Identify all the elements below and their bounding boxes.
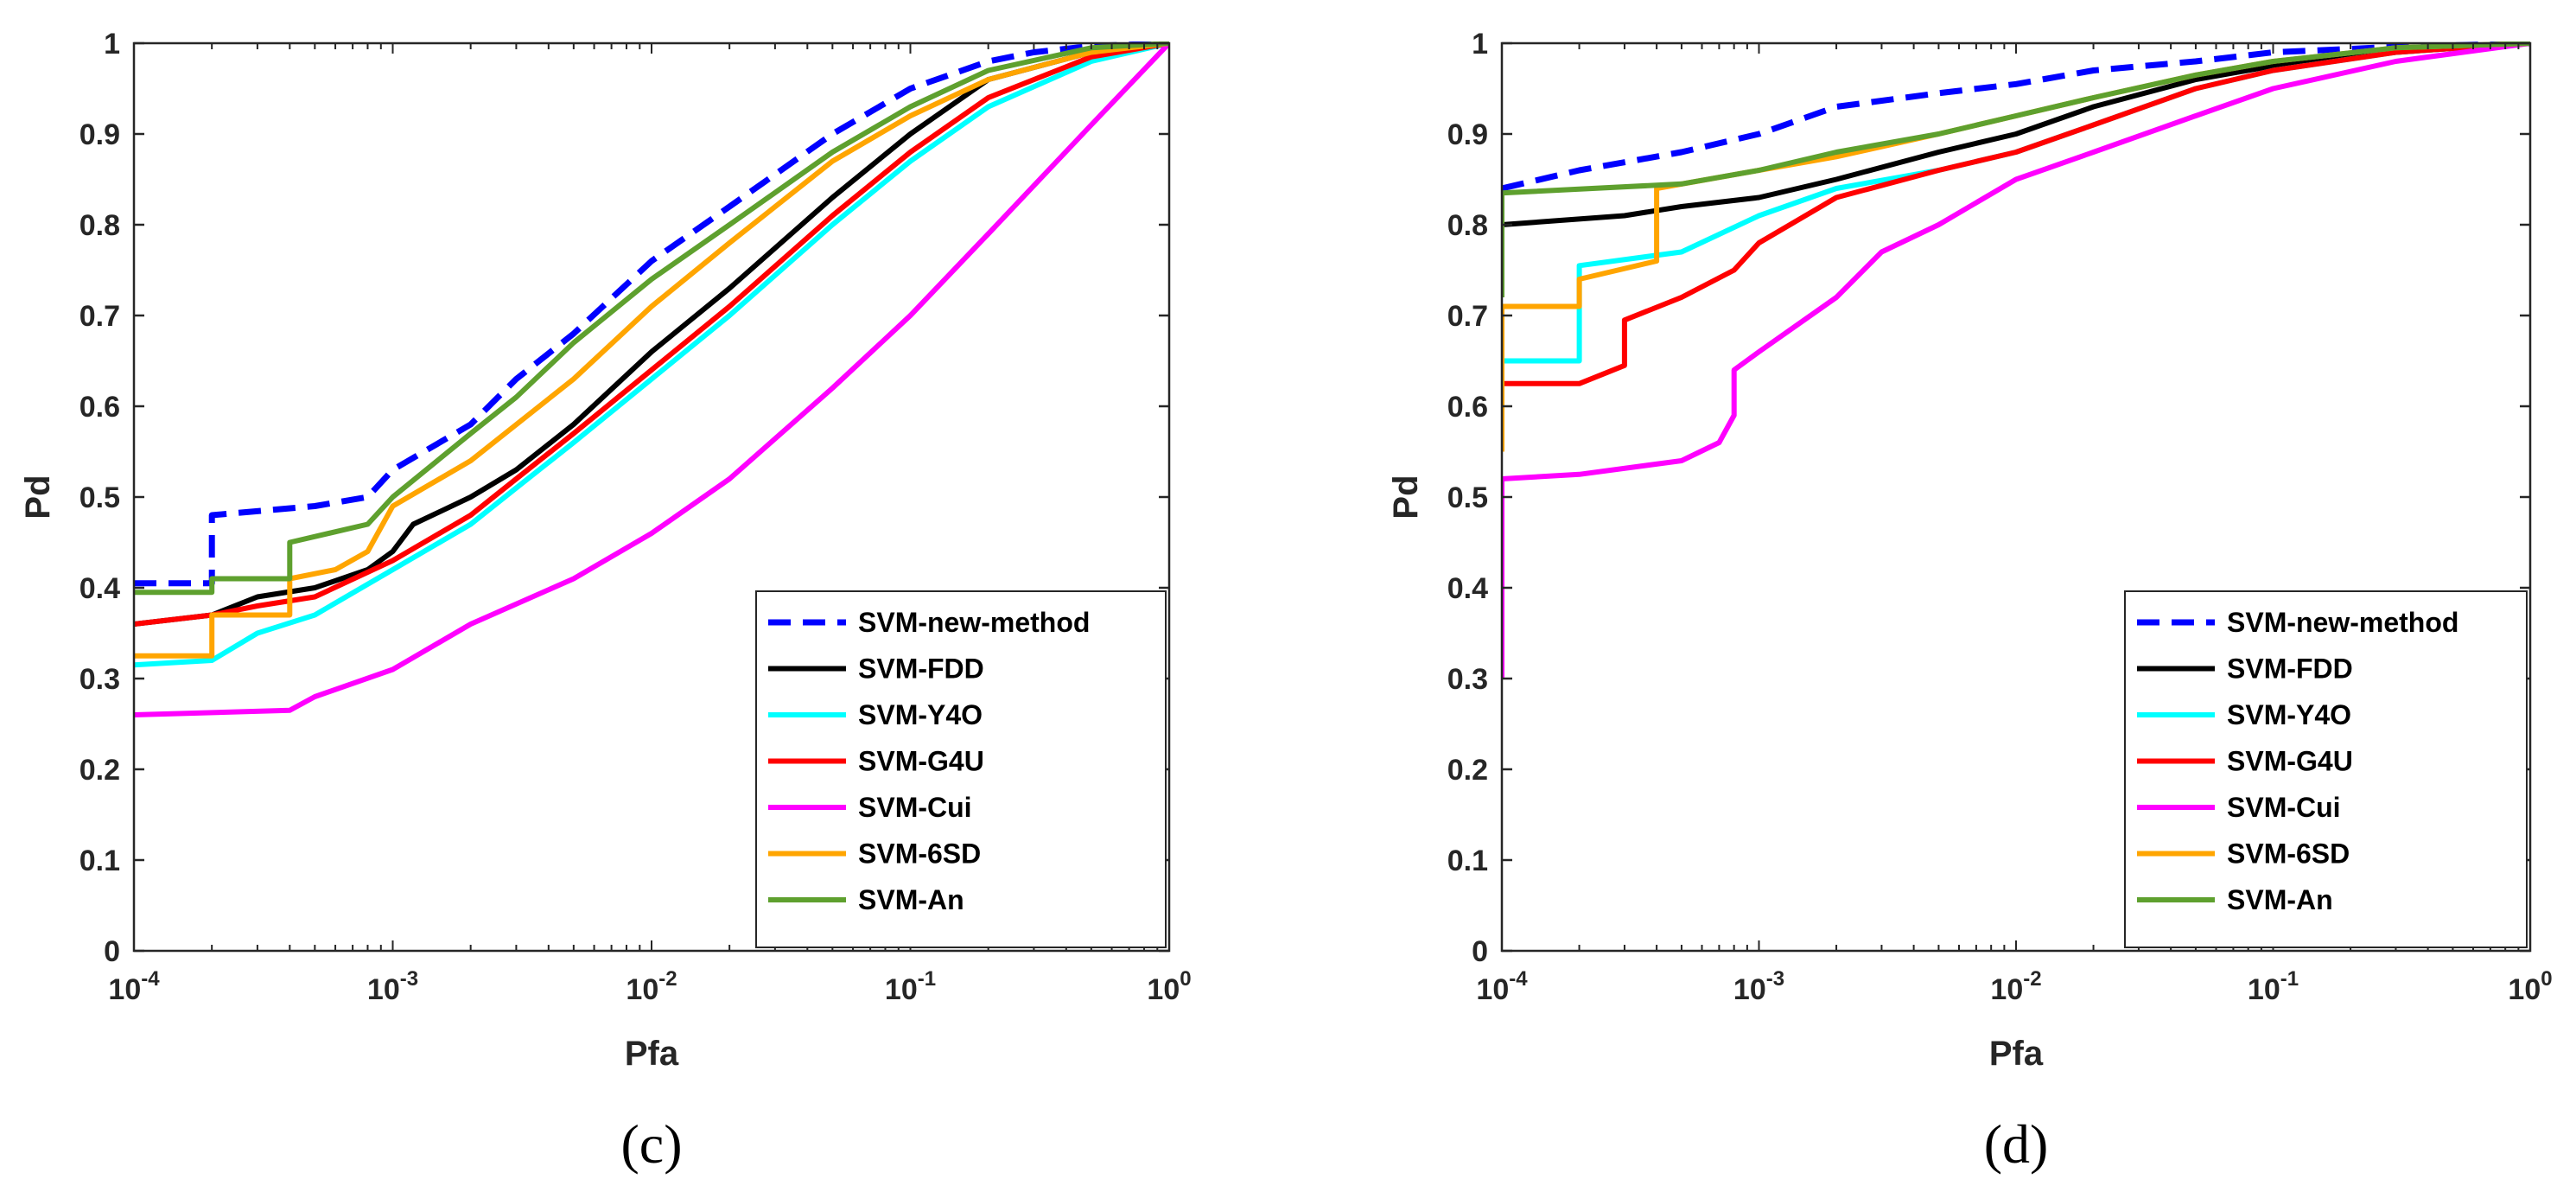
panel-caption: (c) xyxy=(620,1113,682,1175)
series-line-svm-fdd xyxy=(134,41,1169,627)
y-tick-label: 0 xyxy=(1472,935,1488,968)
y-tick-label: 0.5 xyxy=(1447,481,1488,514)
legend: SVM-new-method SVM-FDD SVM-Y4O SVM-G4U SVM-C… xyxy=(2124,590,2528,948)
legend-label: SVM-Y4O xyxy=(858,699,983,730)
x-tick-base: 10 xyxy=(1147,973,1180,1006)
legend-label: SVM-Cui xyxy=(2227,792,2341,823)
x-tick-exponent: -3 xyxy=(1766,967,1784,991)
x-tick-label: 10-2 xyxy=(1990,967,2041,1006)
x-tick-exponent: -2 xyxy=(2023,967,2041,991)
legend-label: SVM-Y4O xyxy=(2227,699,2351,730)
x-tick-label: 10-1 xyxy=(2248,967,2299,1006)
x-tick-exponent: -4 xyxy=(1509,967,1528,991)
series-line-svm-6sd xyxy=(134,41,1169,659)
y-tick-label: 0.2 xyxy=(1447,754,1488,787)
y-tick-label: 1 xyxy=(104,28,120,61)
x-tick-base: 10 xyxy=(626,973,658,1006)
x-tick-base: 10 xyxy=(1990,973,2023,1006)
series-line-svm-an xyxy=(134,41,1169,596)
x-tick-base: 10 xyxy=(1476,973,1509,1006)
y-tick-label: 0.1 xyxy=(80,845,120,877)
legend-label: SVM-G4U xyxy=(2227,746,2353,777)
legend-label: SVM-G4U xyxy=(858,746,984,777)
series-line-svm-new-method xyxy=(1502,41,2530,192)
series-line-svm-cui xyxy=(134,41,1169,717)
y-tick-label: 0.6 xyxy=(1447,391,1488,424)
y-axis-label: Pd xyxy=(19,475,57,519)
x-tick-exponent: 0 xyxy=(2541,967,2552,991)
y-tick-label: 0.4 xyxy=(1447,572,1488,605)
panel-caption: (d) xyxy=(1984,1113,2049,1175)
x-tick-label: 10-3 xyxy=(1733,967,1784,1006)
y-tick-label: 0.3 xyxy=(1447,663,1488,696)
x-tick-base: 10 xyxy=(2248,973,2280,1006)
y-tick-label: 0 xyxy=(104,935,120,968)
x-tick-exponent: -1 xyxy=(2280,967,2299,991)
legend-label: SVM-An xyxy=(2227,884,2333,915)
y-tick-label: 0.7 xyxy=(80,300,120,333)
y-tick-label: 0.7 xyxy=(1447,300,1488,333)
legend-label: SVM-An xyxy=(858,884,964,915)
y-tick-label: 0.5 xyxy=(80,481,120,514)
legend-label: SVM-FDD xyxy=(2227,653,2353,685)
x-tick-label: 100 xyxy=(2508,967,2552,1006)
y-tick-label: 0.8 xyxy=(1447,209,1488,242)
x-tick-label: 10-3 xyxy=(367,967,418,1006)
series-line-svm-g4u xyxy=(134,41,1169,627)
y-tick-label: 0.4 xyxy=(80,572,120,605)
y-tick-label: 0.2 xyxy=(80,754,120,787)
x-tick-exponent: -2 xyxy=(658,967,677,991)
y-axis-label: Pd xyxy=(1387,475,1425,519)
x-tick-label: 100 xyxy=(1147,967,1191,1006)
x-tick-base: 10 xyxy=(885,973,918,1006)
legend-label: SVM-FDD xyxy=(858,653,984,685)
x-tick-label: 10-4 xyxy=(1476,967,1528,1006)
x-axis-label: Pfa xyxy=(1989,1035,2044,1073)
legend: SVM-new-method SVM-FDD SVM-Y4O SVM-G4U SVM-C… xyxy=(755,590,1167,948)
legend-box xyxy=(755,590,1167,948)
y-tick-label: 0.6 xyxy=(80,391,120,424)
series-line-svm-y4o xyxy=(134,41,1169,668)
x-tick-label: 10-1 xyxy=(885,967,936,1006)
y-tick-label: 0.3 xyxy=(80,663,120,696)
series-line-svm-new-method xyxy=(134,41,1169,587)
y-tick-label: 0.1 xyxy=(1447,845,1488,877)
legend-label: SVM-6SD xyxy=(858,838,981,870)
x-tick-label: 10-2 xyxy=(626,967,677,1006)
y-tick-label: 0.9 xyxy=(80,118,120,151)
series-lines xyxy=(134,41,1169,717)
y-tick-label: 0.8 xyxy=(80,209,120,242)
series-line-svm-g4u xyxy=(1502,41,2530,386)
series-lines xyxy=(1502,41,2530,679)
legend-label: SVM-Cui xyxy=(858,792,972,823)
x-tick-base: 10 xyxy=(1733,973,1766,1006)
legend-label: SVM-new-method xyxy=(2227,607,2458,638)
series-line-svm-fdd xyxy=(1502,41,2530,227)
x-tick-base: 10 xyxy=(367,973,400,1006)
x-tick-base: 10 xyxy=(108,973,141,1006)
x-tick-label: 10-4 xyxy=(108,967,160,1006)
series-line-svm-cui xyxy=(1502,41,2530,679)
y-tick-label: 1 xyxy=(1472,28,1488,61)
legend-label: SVM-new-method xyxy=(858,607,1090,638)
y-tick-label: 0.9 xyxy=(1447,118,1488,151)
x-tick-exponent: 0 xyxy=(1180,967,1191,991)
series-line-svm-an xyxy=(1502,41,2530,297)
x-axis-label: Pfa xyxy=(625,1035,679,1073)
legend-label: SVM-6SD xyxy=(2227,838,2350,870)
x-tick-exponent: -1 xyxy=(918,967,936,991)
x-tick-exponent: -3 xyxy=(400,967,418,991)
x-tick-exponent: -4 xyxy=(141,967,160,991)
legend-box xyxy=(2124,590,2528,948)
x-tick-base: 10 xyxy=(2508,973,2541,1006)
